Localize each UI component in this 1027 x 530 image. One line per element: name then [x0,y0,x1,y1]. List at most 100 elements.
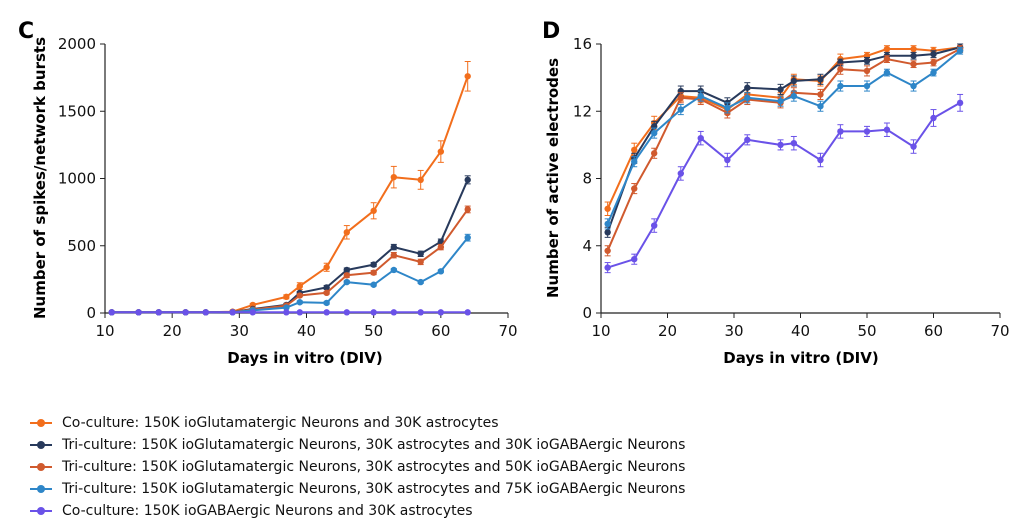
data-point [930,114,937,122]
data-point [697,134,704,142]
data-point [883,126,891,133]
data-point [390,251,398,259]
legend-label: Co-culture: 150K ioGABAergic Neurons and… [62,503,473,519]
x-tick-label: 30 [724,322,743,340]
y-tick-label: 0 [86,304,96,322]
data-point [464,206,471,213]
data-point [323,309,330,316]
data-point [817,103,824,110]
data-point [883,45,891,53]
data-point [437,148,445,155]
y-tick-label: 2000 [58,35,96,53]
data-point [863,67,871,75]
legend-dot [37,419,45,427]
data-point [296,292,303,299]
x-tick-label: 20 [658,322,677,340]
data-point [777,141,784,149]
data-point [817,91,824,98]
panel-c-plot-area [108,60,471,316]
legend-dot [37,441,45,449]
data-point [777,97,784,105]
data-point [370,261,377,268]
data-point [296,282,303,290]
x-tick-label: 20 [163,322,182,340]
legend-item: Tri-culture: 150K ioGlutamatergic Neuron… [30,456,930,478]
x-tick-label: 40 [791,322,810,340]
data-point [910,45,917,53]
data-point [296,299,303,306]
panel-c-ylabel: Number of spikes/network bursts [31,37,49,319]
data-point [390,243,398,251]
data-point [837,66,844,73]
data-point [744,94,751,102]
data-point [417,309,424,316]
data-point [323,299,330,307]
panel-d-plot-area [604,43,964,274]
legend-marker-icon [30,483,52,495]
legend-label: Co-culture: 150K ioGlutamatergic Neurons… [62,415,499,431]
data-point [249,309,256,316]
data-point [417,250,424,258]
data-point [817,76,824,83]
series-line-3 [111,208,469,314]
data-point [390,309,398,316]
legend-label: Tri-culture: 150K ioGlutamatergic Neuron… [62,459,686,475]
y-tick-label: 1000 [58,170,96,188]
data-point [677,106,684,113]
x-tick-label: 70 [990,322,1009,340]
panel-d-axes: 10 20 30 40 50 60 70 0 4 8 12 16 [573,35,1010,340]
y-tick-label: 1500 [58,102,96,120]
series-line-5 [607,101,961,269]
y-tick-label: 12 [573,102,592,120]
data-point [910,143,917,150]
legend-dot [37,485,45,493]
data-point [323,284,330,291]
data-point [343,309,350,316]
data-point [631,146,638,154]
panel-d-label: D [542,19,560,44]
y-tick-label: 8 [582,170,592,188]
x-tick-label: 70 [498,322,517,340]
panel-d-xlabel: Days in vitro (DIV) [723,349,878,367]
data-point [697,92,704,100]
data-point [677,170,684,177]
x-tick-label: 40 [297,322,316,340]
data-point [604,264,611,271]
data-point [956,99,964,107]
x-tick-label: 10 [95,322,114,340]
data-point [437,309,445,316]
data-point [910,82,917,90]
data-point [135,309,142,316]
data-point [724,156,731,164]
x-tick-label: 10 [591,322,610,340]
data-point [604,229,611,236]
data-point [724,104,731,112]
legend-item: Tri-culture: 150K ioGlutamatergic Neuron… [30,434,930,456]
x-tick-label: 50 [857,322,876,340]
data-point [863,128,871,135]
data-point [370,309,377,316]
data-point [930,69,937,76]
data-point [108,309,115,316]
data-point [604,205,611,212]
data-point [651,222,658,229]
data-point [437,243,445,251]
data-point [677,94,684,102]
data-point [343,272,350,279]
y-tick-label: 16 [573,35,592,53]
data-point [437,268,445,275]
x-tick-label: 50 [364,322,383,340]
data-point [283,309,290,316]
series-line-2 [111,179,469,314]
data-point [744,136,751,144]
legend-marker-icon [30,439,52,451]
legend: Co-culture: 150K ioGlutamatergic Neurons… [30,412,930,522]
data-point [651,150,658,157]
data-point [390,266,398,274]
panel-d: D Days in vitro (DIV) Number of active e… [542,19,1010,367]
legend-label: Tri-culture: 150K ioGlutamatergic Neuron… [62,481,686,497]
data-point [390,173,398,181]
legend-item: Co-culture: 150K ioGlutamatergic Neurons… [30,412,930,434]
legend-dot [37,507,45,515]
legend-label: Tri-culture: 150K ioGlutamatergic Neuron… [62,437,686,453]
